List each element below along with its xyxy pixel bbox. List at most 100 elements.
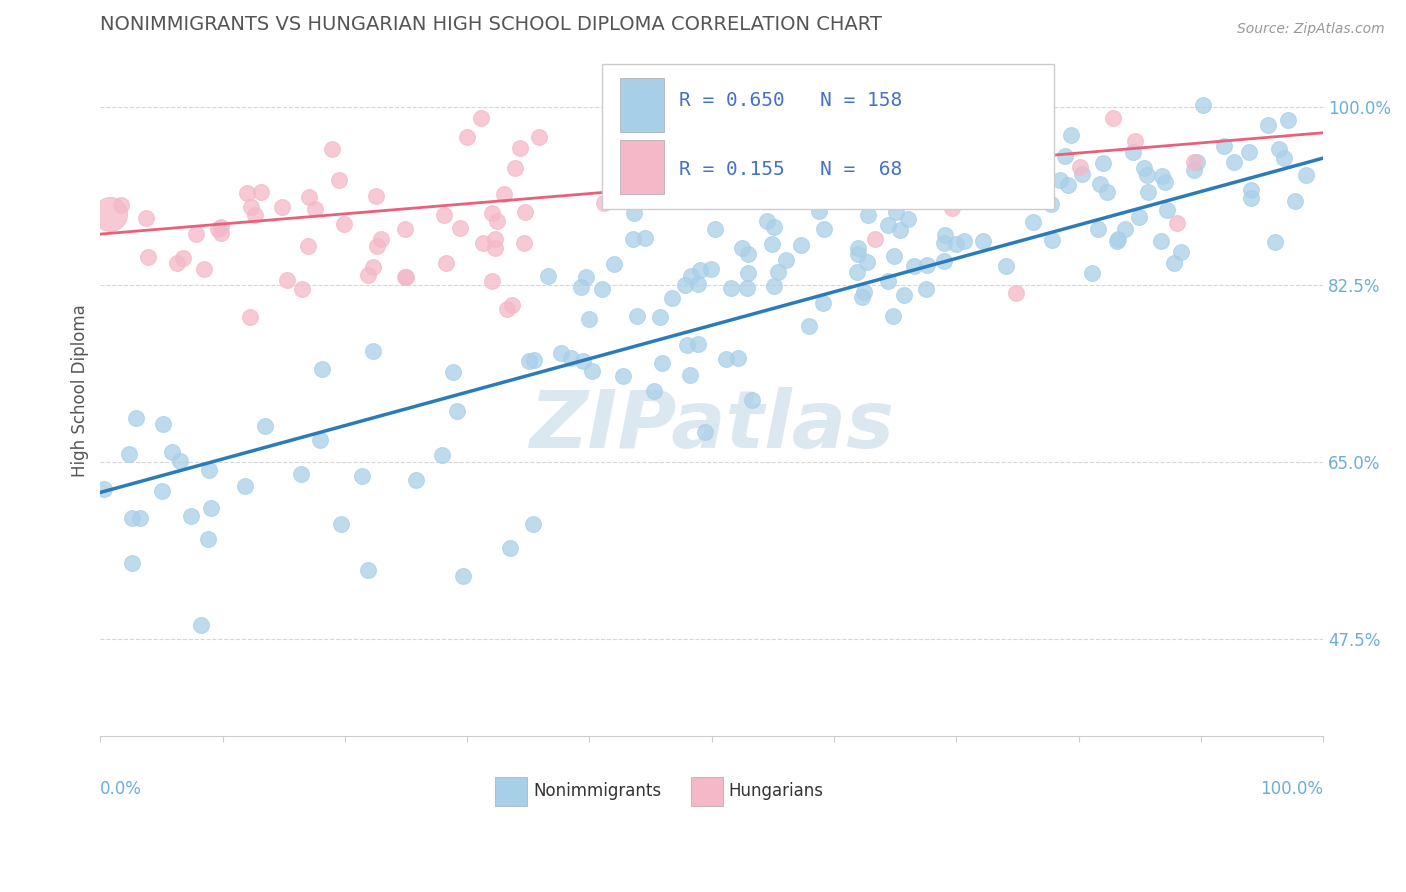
Point xyxy=(1222,155,1244,169)
Point xyxy=(527,130,550,145)
Point xyxy=(686,277,709,291)
Point xyxy=(523,353,546,368)
Point xyxy=(907,193,929,207)
Point xyxy=(689,263,711,277)
Point xyxy=(1182,163,1205,178)
Point xyxy=(519,353,541,368)
Point xyxy=(1021,215,1043,229)
Point xyxy=(762,220,785,235)
Point xyxy=(873,192,896,206)
Point xyxy=(1240,190,1263,204)
Point xyxy=(537,269,560,284)
Point xyxy=(716,351,738,366)
Y-axis label: High School Diploma: High School Diploma xyxy=(72,305,89,477)
Point xyxy=(509,141,531,155)
Point xyxy=(560,351,582,366)
Point xyxy=(138,250,160,264)
Point xyxy=(239,200,262,214)
Point xyxy=(934,227,956,242)
Point xyxy=(1137,186,1160,200)
Point xyxy=(1060,128,1083,142)
Point xyxy=(513,235,536,250)
Point xyxy=(688,337,710,351)
Point xyxy=(394,221,416,235)
Point xyxy=(988,161,1011,176)
Point xyxy=(276,273,298,287)
Point xyxy=(470,111,492,125)
Point xyxy=(675,338,697,352)
Point xyxy=(1191,97,1213,112)
Point xyxy=(328,173,350,187)
Point xyxy=(756,214,779,228)
Point xyxy=(186,227,208,241)
Point xyxy=(304,202,326,216)
Text: R = 0.650   N = 158: R = 0.650 N = 158 xyxy=(679,91,903,110)
Point xyxy=(605,190,627,204)
Point xyxy=(449,220,471,235)
Point xyxy=(643,384,665,399)
Point xyxy=(481,274,503,288)
Point xyxy=(1170,245,1192,260)
Point xyxy=(1268,142,1291,156)
Point xyxy=(121,511,143,525)
Point xyxy=(934,235,956,250)
Point xyxy=(1087,222,1109,236)
Point xyxy=(243,208,266,222)
Point xyxy=(236,186,259,200)
Point xyxy=(505,161,527,175)
Point xyxy=(499,541,522,555)
Point xyxy=(394,270,416,285)
Point xyxy=(1049,173,1071,187)
Point xyxy=(741,393,763,408)
Point xyxy=(681,269,703,284)
Point xyxy=(496,301,519,316)
Point xyxy=(1237,145,1260,159)
Point xyxy=(405,473,427,487)
Point xyxy=(135,211,157,226)
Point xyxy=(581,364,603,378)
Point xyxy=(820,183,842,197)
Point xyxy=(1166,216,1188,230)
Point xyxy=(361,260,384,274)
Point xyxy=(494,187,516,202)
Text: 0.0%: 0.0% xyxy=(100,780,142,798)
Point xyxy=(994,259,1017,273)
Point xyxy=(1081,266,1104,280)
Point xyxy=(441,365,464,379)
Point xyxy=(1107,234,1129,248)
Point xyxy=(1040,233,1063,247)
Point xyxy=(700,261,723,276)
Point xyxy=(297,239,319,253)
Point xyxy=(1088,177,1111,191)
Point xyxy=(1114,221,1136,235)
Point xyxy=(250,186,273,200)
Point xyxy=(121,556,143,570)
Point xyxy=(811,296,834,310)
Point xyxy=(856,255,879,269)
Point xyxy=(1128,210,1150,224)
Point xyxy=(772,145,794,159)
Point xyxy=(845,265,868,279)
Point xyxy=(125,410,148,425)
Point xyxy=(1182,154,1205,169)
Point xyxy=(932,194,955,208)
Point xyxy=(361,344,384,359)
Point xyxy=(602,257,624,271)
Point xyxy=(433,208,456,222)
Point xyxy=(1257,118,1279,132)
Point xyxy=(513,205,536,219)
Point xyxy=(370,232,392,246)
Point xyxy=(790,238,813,252)
Point xyxy=(941,202,963,216)
Point xyxy=(797,319,820,334)
Point xyxy=(333,217,356,231)
Point xyxy=(93,482,115,496)
Point xyxy=(883,249,905,263)
Point xyxy=(893,288,915,302)
Point xyxy=(311,362,333,376)
Point xyxy=(737,266,759,280)
Point xyxy=(1240,183,1263,197)
Point xyxy=(550,345,572,359)
Point xyxy=(169,454,191,468)
Point xyxy=(593,195,616,210)
